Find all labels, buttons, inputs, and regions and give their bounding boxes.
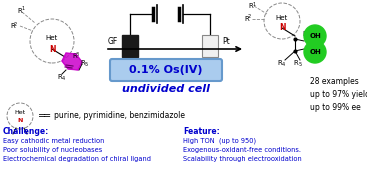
Text: R: R (277, 60, 282, 66)
Text: N: N (49, 44, 55, 53)
Text: N: N (17, 118, 23, 122)
Text: Poor solubility of nucleobases: Poor solubility of nucleobases (3, 147, 102, 153)
Text: R: R (10, 23, 15, 29)
Text: =: = (38, 111, 46, 121)
Text: R: R (17, 8, 22, 14)
Polygon shape (62, 53, 82, 70)
Text: 2: 2 (248, 15, 251, 19)
Circle shape (310, 47, 320, 57)
Text: R: R (302, 31, 307, 37)
Text: High TON  (up to 950): High TON (up to 950) (183, 138, 256, 144)
Text: OH: OH (309, 49, 321, 55)
Text: Feature:: Feature: (183, 126, 220, 136)
Text: R: R (81, 60, 86, 66)
Text: =: = (43, 111, 51, 121)
Text: Electrochemical degradation of chiral ligand: Electrochemical degradation of chiral li… (3, 156, 151, 162)
Text: R: R (244, 16, 249, 22)
Text: R: R (294, 60, 298, 66)
Text: Easy cathodic metal reduction: Easy cathodic metal reduction (3, 138, 104, 144)
Text: R: R (72, 53, 77, 59)
Text: 5: 5 (84, 63, 88, 67)
Text: Challenge:: Challenge: (3, 126, 49, 136)
Text: 3: 3 (306, 29, 309, 35)
FancyBboxPatch shape (110, 59, 222, 81)
Text: 0.1% Os(IV): 0.1% Os(IV) (129, 65, 203, 75)
Text: Scalability through electrooxidation: Scalability through electrooxidation (183, 156, 302, 162)
Text: 4: 4 (281, 63, 284, 67)
Text: 28 examples
up to 97% yield
up to 99% ee: 28 examples up to 97% yield up to 99% ee (310, 77, 367, 112)
Text: 2: 2 (14, 22, 17, 26)
Circle shape (304, 41, 326, 63)
Circle shape (310, 31, 320, 41)
Text: 4: 4 (61, 77, 65, 81)
Bar (122, 35, 138, 57)
Text: 1: 1 (21, 6, 24, 12)
Text: OH: OH (309, 33, 321, 39)
Text: Het: Het (276, 15, 288, 21)
Circle shape (304, 25, 326, 47)
Text: Het: Het (14, 111, 26, 115)
Text: purine, pyrimidine, benzimidazole: purine, pyrimidine, benzimidazole (55, 112, 185, 121)
Text: undivided cell: undivided cell (122, 84, 210, 94)
Text: R: R (248, 3, 253, 9)
Text: GF: GF (108, 36, 118, 46)
Bar (202, 35, 218, 57)
Text: Het: Het (46, 35, 58, 41)
Text: Pt: Pt (222, 36, 230, 46)
Text: 5: 5 (298, 63, 302, 67)
Text: 1: 1 (252, 2, 255, 6)
Text: Exogenous-oxidant-free conditions.: Exogenous-oxidant-free conditions. (183, 147, 301, 153)
Text: R: R (58, 74, 62, 80)
Text: N: N (279, 23, 285, 33)
Text: 3: 3 (76, 51, 79, 57)
